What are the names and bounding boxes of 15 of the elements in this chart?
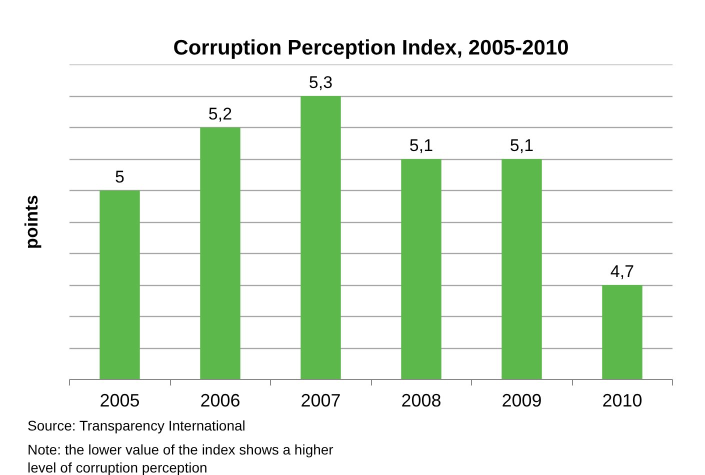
x-tick-label: 2007 xyxy=(300,390,341,410)
data-label: 5,1 xyxy=(409,136,434,155)
data-label: 5,3 xyxy=(308,73,333,92)
chart-title: Corruption Perception Index, 2005-2010 xyxy=(173,36,569,60)
x-tick-label: 2010 xyxy=(602,390,642,410)
data-label: 5 xyxy=(115,168,124,186)
data-label: 5,2 xyxy=(208,104,232,124)
x-tick-label: 2008 xyxy=(401,390,442,410)
x-tick-label: 2009 xyxy=(502,390,542,410)
source-note: Source: Transparency International xyxy=(28,418,246,434)
x-tick-label: 2006 xyxy=(200,390,240,410)
data-label: 4,7 xyxy=(610,262,634,281)
data-label: 5,1 xyxy=(510,136,534,155)
x-tick-label: 2005 xyxy=(100,390,140,410)
y-axis-title: points xyxy=(22,194,42,249)
